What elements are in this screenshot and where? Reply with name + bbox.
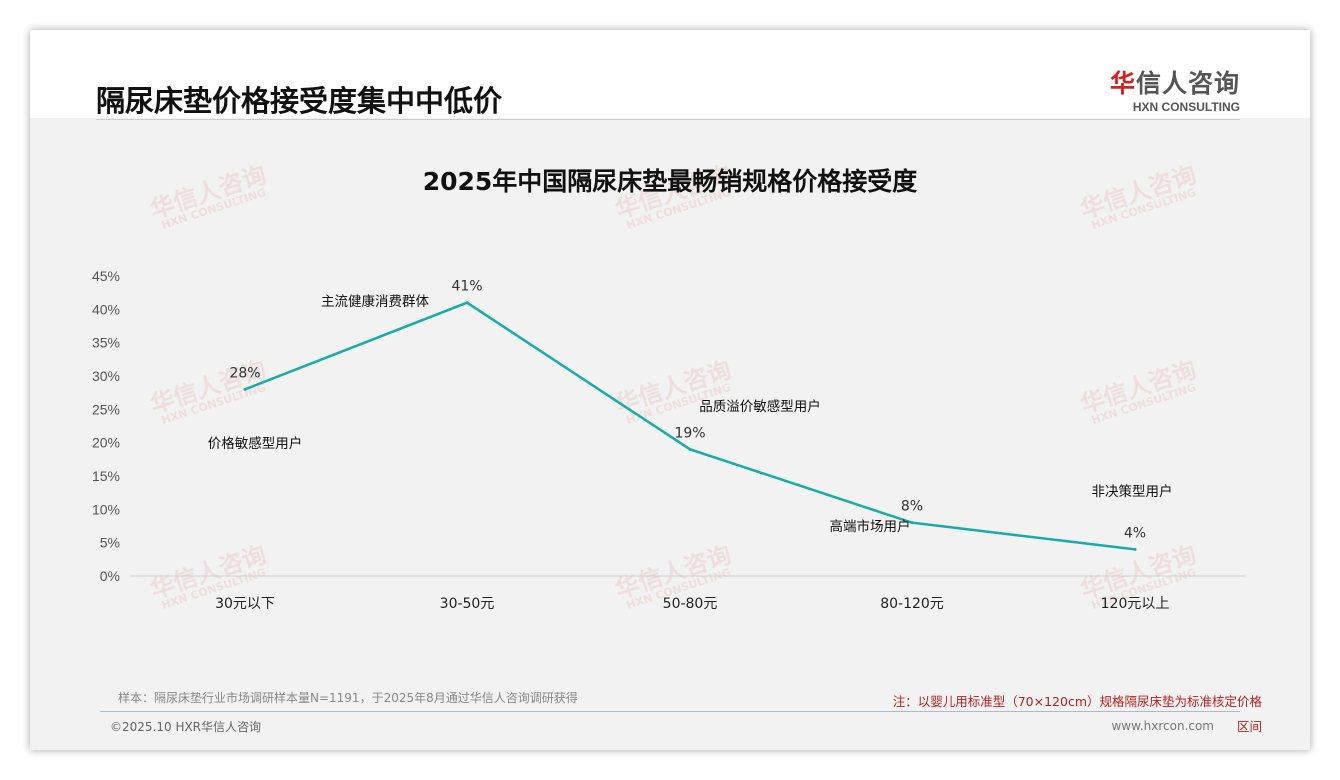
y-tick-label: 10% [92,501,120,517]
annotation: 品质溢价敏感型用户 [699,398,821,415]
y-tick-label: 35% [92,335,120,351]
page-title: 隔尿床垫价格接受度集中中低价 [96,84,503,118]
price-note: 注：以婴儿用标准型（70×120cm）规格隔尿床垫为标准核定价格 [892,694,1262,709]
data-point [465,301,469,305]
slide: 华信人咨询 HXN CONSULTING 华信人咨询 HXN CONSULTING … [30,30,1310,750]
y-tick-label: 40% [92,301,120,317]
x-tick-label: 30元以下 [215,596,275,612]
y-tick-label: 25% [92,401,120,417]
data-label: 8% [901,499,923,515]
annotation: 价格敏感型用户 [208,435,303,452]
data-point [688,447,692,451]
y-tick-label: 30% [92,368,120,384]
header-divider [96,119,1240,120]
x-tick-label: 120元以上 [1101,596,1170,612]
copyright: ©2025.10 HXR华信人咨询 [110,720,262,734]
x-tick-label: 80-120元 [880,596,944,612]
price-note-cont: 区间 [1236,719,1262,734]
logo-text: 信人咨询 [1135,69,1240,98]
website: www.hxrcon.com [1111,719,1214,733]
data-label: 19% [674,425,705,441]
header: 隔尿床垫价格接受度集中中低价 华信人咨询 HXN CONSULTING [30,30,1310,118]
chart-title: 2025年中国隔尿床垫最畅销规格价格接受度 [422,167,918,196]
annotation: 非决策型用户 [1092,483,1173,500]
data-label: 28% [229,365,260,381]
source-note: 样本：隔尿床垫行业市场调研样本量N=1191，于2025年8月通过华信人咨询调研… [118,691,578,705]
y-tick-label: 5% [100,535,120,551]
logo-en: HXN CONSULTING [1132,100,1240,114]
annotation: 高端市场用户 [830,518,911,535]
x-tick-label: 50-80元 [663,596,718,612]
data-label: 41% [451,279,482,295]
data-point [910,521,914,525]
logo-mark: 华 [1109,69,1136,98]
logo: 华信人咨询 HXN CONSULTING [1110,64,1240,114]
y-tick-label: 20% [92,435,120,451]
data-label: 4% [1124,525,1146,541]
y-tick-label: 15% [92,468,120,484]
annotation: 主流健康消费群体 [321,293,429,310]
y-tick-label: 0% [100,568,120,584]
footer-divider [100,711,1240,712]
line-chart: 0% 5% 10% 15% 20% 25% 30% 35% 40% 45% 30元以下 30-50元 5… [92,268,1245,612]
x-tick-label: 30-50元 [440,596,495,612]
data-point [1133,547,1137,551]
y-tick-label: 45% [92,268,120,284]
data-point [243,387,247,391]
